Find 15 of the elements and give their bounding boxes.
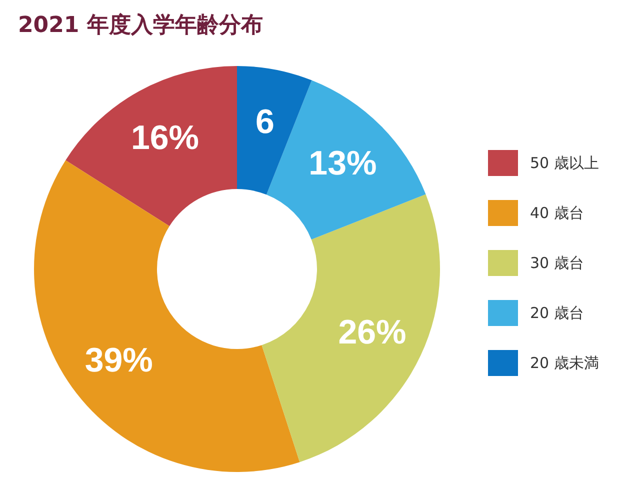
donut-slice	[262, 194, 440, 462]
donut-slice	[34, 160, 300, 472]
legend-label: 20 歳台	[530, 304, 584, 322]
donut-slice	[66, 66, 237, 226]
data-label: 39%	[84, 342, 153, 380]
legend-label: 30 歳台	[530, 254, 584, 272]
data-label: 16%	[130, 118, 200, 157]
legend-label: 20 歳未満	[530, 354, 599, 372]
legend-label: 40 歳台	[530, 204, 584, 222]
data-label: 13%	[308, 144, 377, 182]
data-label: 26%	[338, 314, 406, 352]
chart-title: 2021 年度入学年齢分布	[18, 12, 263, 40]
data-label: 6	[256, 103, 274, 142]
legend-label: 50 歳以上	[530, 154, 599, 172]
donut-slice	[237, 66, 312, 195]
